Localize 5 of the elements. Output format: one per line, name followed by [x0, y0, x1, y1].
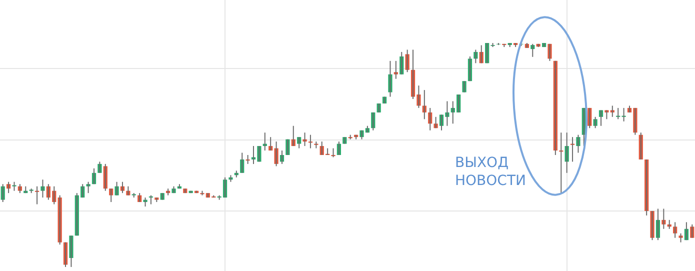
- annotation: ВЫХОД НОВОСТИ: [455, 155, 526, 190]
- candlestick: [12, 181, 16, 192]
- candlestick: [29, 188, 34, 194]
- candlestick: [132, 192, 136, 198]
- candlestick: [678, 232, 683, 243]
